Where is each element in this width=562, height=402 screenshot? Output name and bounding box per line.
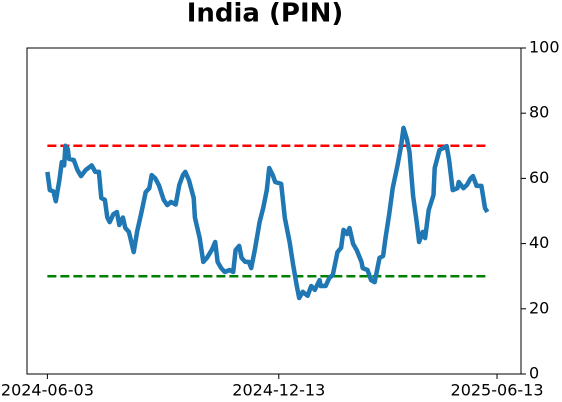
series-line: [45, 125, 490, 301]
chart-title: India (PIN): [187, 0, 344, 29]
plot-frame: [26, 47, 522, 375]
y-tick-label: 80: [529, 103, 549, 122]
x-tick-label: 2025-06-13: [451, 381, 544, 400]
x-tick-label: 2024-06-03: [1, 381, 94, 400]
y-tick-label: 0: [529, 364, 539, 383]
y-tick-label: 20: [529, 298, 549, 317]
y-tick-label: 100: [529, 38, 560, 57]
y-tick-label: 40: [529, 233, 549, 252]
y-tick-label: 60: [529, 168, 549, 187]
x-tick-label: 2024-12-13: [232, 381, 325, 400]
